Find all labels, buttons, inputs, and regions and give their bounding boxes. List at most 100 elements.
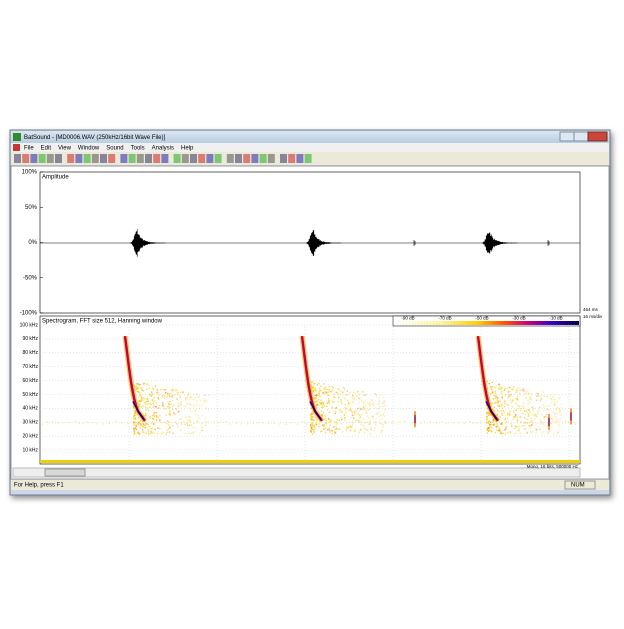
energy [318,382,320,385]
toolbar-button[interactable] [83,154,91,163]
energy [530,398,532,401]
scroll-thumb[interactable] [44,468,86,477]
energy [559,409,561,411]
title-bar [11,131,609,143]
energy [540,420,542,423]
toolbar-button[interactable] [206,154,214,163]
toolbar-button[interactable] [173,154,181,163]
toolbar-button[interactable] [243,154,251,163]
energy [322,402,325,404]
energy [321,401,323,404]
y-tick-label: 0% [28,240,37,246]
energy [315,406,318,409]
menu-item[interactable]: Analysis [152,146,174,152]
energy [180,429,182,431]
toolbar-button[interactable] [235,154,242,163]
toolbar-button[interactable] [67,154,75,163]
toolbar-button[interactable] [181,154,189,163]
toolbar-button[interactable] [128,154,136,163]
energy [135,385,138,387]
maximize-button[interactable] [573,131,589,142]
energy [310,430,312,432]
energy [151,420,154,423]
menu-item[interactable]: Sound [106,146,123,152]
menu-item[interactable]: View [58,146,72,152]
energy [322,428,325,430]
energy [359,408,361,410]
toolbar-button[interactable] [75,154,83,163]
toolbar-button[interactable] [55,154,62,163]
energy [146,383,148,385]
energy [314,423,317,425]
energy [310,415,312,417]
energy [147,400,150,403]
energy [362,406,365,408]
toolbar-button[interactable] [108,154,116,163]
toolbar-button[interactable] [136,154,144,163]
toolbar-button[interactable] [161,154,169,163]
menu-item[interactable]: File [24,146,34,152]
toolbar-button[interactable] [267,154,275,163]
toolbar-button[interactable] [38,154,46,163]
energy [552,396,554,398]
energy [537,410,539,413]
energy [535,399,538,401]
energy [366,415,368,417]
noise [554,421,556,423]
menu-item[interactable]: Tools [131,146,145,152]
energy [556,413,558,415]
scrollbar[interactable] [12,467,581,478]
toolbar-button[interactable] [46,154,54,163]
energy [365,393,367,396]
toolbar-button[interactable] [91,154,99,163]
energy [170,392,172,394]
toolbar-button[interactable] [22,154,30,163]
energy [353,417,355,419]
toolbar-button[interactable] [100,154,107,163]
energy [351,424,354,426]
close-button[interactable] [587,131,608,142]
menu-item[interactable]: Window [78,146,100,152]
energy [527,390,529,393]
minimize-button[interactable] [559,131,575,142]
energy [501,404,503,407]
toolbar-button[interactable] [120,154,128,163]
energy [180,422,183,424]
energy [134,427,137,429]
toolbar-button[interactable] [251,154,259,163]
toolbar-button[interactable] [304,154,312,163]
energy [180,404,182,406]
toolbar-button[interactable] [288,154,296,163]
toolbar-button[interactable] [280,154,287,163]
energy [313,419,315,422]
toolbar-button[interactable] [296,154,304,163]
toolbar-button[interactable] [198,154,206,163]
energy [489,425,491,427]
energy [490,393,492,395]
energy [529,401,531,403]
energy [140,396,143,398]
energy [503,411,505,413]
toolbar-button[interactable] [226,154,234,163]
energy [498,427,501,429]
energy [498,388,500,390]
energy [137,404,140,406]
toolbar-button[interactable] [145,154,152,163]
toolbar-button[interactable] [214,154,222,163]
toolbar-button[interactable] [153,154,161,163]
noise [374,421,376,423]
toolbar-button[interactable] [30,154,38,163]
colorbar-label: -30 dB [512,316,525,321]
noise [311,423,313,425]
menu-item[interactable]: Help [181,146,194,152]
toolbar-button[interactable] [259,154,267,163]
menu-item[interactable]: Edit [41,146,52,152]
toolbar-button[interactable] [14,154,21,163]
energy [526,432,529,434]
energy [315,390,317,392]
toolbar-button[interactable] [190,154,197,163]
energy [340,399,342,401]
energy [334,428,337,430]
energy [500,410,503,412]
noise [529,422,531,424]
